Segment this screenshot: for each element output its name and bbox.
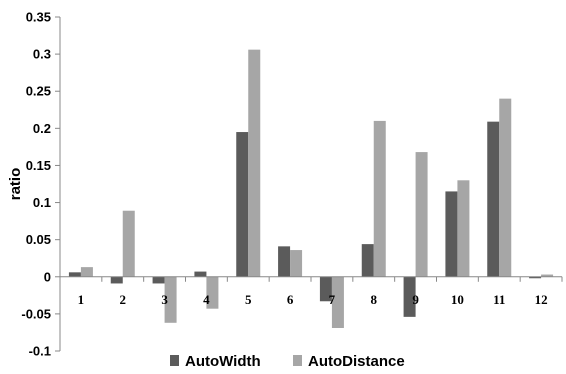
y-tick-label: -0.1	[29, 344, 51, 359]
y-tick-label: 0.3	[33, 47, 51, 62]
x-tick-label: 11	[493, 292, 505, 307]
x-axis: 1 2 3 4 5 6 7 8 9 10 11 12	[59, 276, 563, 307]
x-tick-label: 10	[451, 292, 464, 307]
y-axis: -0.1 -0.05 0 0.05 0.1 0.15 0.2 0.25 0.3 0.35	[21, 10, 61, 359]
bar-autowidth-6	[278, 246, 291, 277]
bar-autowidth-8	[361, 244, 374, 277]
y-tick-label: 0	[44, 269, 51, 284]
y-axis-label: ratio	[7, 168, 24, 201]
bar-autodistance-10	[457, 180, 470, 277]
bar-autowidth-9	[403, 276, 416, 317]
legend-swatch-autowidth	[170, 355, 179, 366]
x-tick-label: 9	[412, 292, 419, 307]
bar-autowidth-2	[110, 276, 123, 284]
y-tick-label: 0.2	[33, 121, 51, 136]
legend-swatch-autodistance	[293, 355, 302, 366]
bar-autowidth-5	[236, 132, 249, 277]
bar-autowidth-1	[68, 272, 81, 277]
bar-autodistance-1	[80, 267, 93, 277]
bar-autodistance-5	[248, 49, 261, 277]
bar-autodistance-6	[290, 250, 303, 277]
bar-autodistance-2	[122, 210, 135, 277]
x-tick-label: 12	[535, 292, 548, 307]
legend-label-autodistance: AutoDistance	[308, 353, 405, 370]
x-tick-label: 7	[329, 292, 336, 307]
x-tick-label: 2	[120, 292, 127, 307]
bar-autodistance-3	[164, 276, 177, 323]
x-tick-label: 5	[245, 292, 252, 307]
bar-autodistance-12	[541, 274, 554, 277]
bar-autodistance-4	[206, 276, 219, 309]
bar-autodistance-7	[331, 276, 344, 328]
y-tick-label: 0.1	[33, 195, 51, 210]
bar-autowidth-11	[487, 121, 500, 277]
bar-autodistance-9	[415, 152, 428, 277]
bar-autodistance-11	[499, 98, 512, 277]
legend-label-autowidth: AutoWidth	[185, 353, 261, 370]
bar-autowidth-4	[194, 271, 207, 277]
y-tick-label: -0.05	[21, 306, 51, 321]
y-tick-label: 0.15	[26, 158, 51, 173]
x-tick-label: 8	[371, 292, 378, 307]
x-tick-label: 6	[287, 292, 294, 307]
bars	[68, 49, 554, 328]
x-tick-label: 3	[161, 292, 168, 307]
bar-autodistance-8	[373, 120, 386, 277]
legend: AutoWidth AutoDistance	[170, 353, 405, 370]
y-tick-label: 0.35	[26, 10, 51, 25]
x-tick-label: 1	[78, 292, 85, 307]
x-tick-label: 4	[203, 292, 210, 307]
bar-autowidth-12	[529, 276, 542, 279]
bar-autowidth-3	[152, 276, 165, 284]
bar-autowidth-7	[319, 276, 332, 302]
y-tick-label: 0.25	[26, 84, 51, 99]
bar-autowidth-10	[445, 191, 458, 277]
y-tick-label: 0.05	[26, 232, 51, 247]
